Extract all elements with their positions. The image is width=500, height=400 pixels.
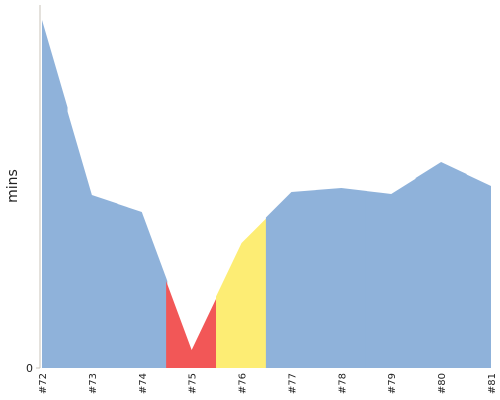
area-segment — [66, 107, 118, 368]
x-tick-label: #81 — [487, 373, 498, 394]
x-tick-label: #78 — [337, 373, 348, 394]
area-segment — [116, 203, 168, 368]
x-tick-label: #72 — [38, 373, 49, 394]
area-segment — [365, 178, 417, 368]
area-segment — [166, 281, 218, 368]
y-axis-label: mins — [5, 169, 21, 203]
area-segment — [42, 20, 68, 368]
area-segment — [216, 217, 268, 368]
x-tick-label: #74 — [138, 373, 149, 394]
area-segment — [465, 174, 491, 368]
x-tick-label: #76 — [238, 373, 249, 394]
x-tick-label: #75 — [188, 373, 199, 394]
y-tick-label: 0 — [26, 362, 33, 375]
x-tick-label: #77 — [287, 373, 298, 394]
area-segment — [265, 190, 317, 368]
x-tick-label: #73 — [88, 373, 99, 394]
area-segment — [315, 188, 367, 368]
area-segment — [415, 162, 467, 368]
x-tick-label: #80 — [437, 373, 448, 394]
x-tick-label: #79 — [387, 373, 398, 394]
